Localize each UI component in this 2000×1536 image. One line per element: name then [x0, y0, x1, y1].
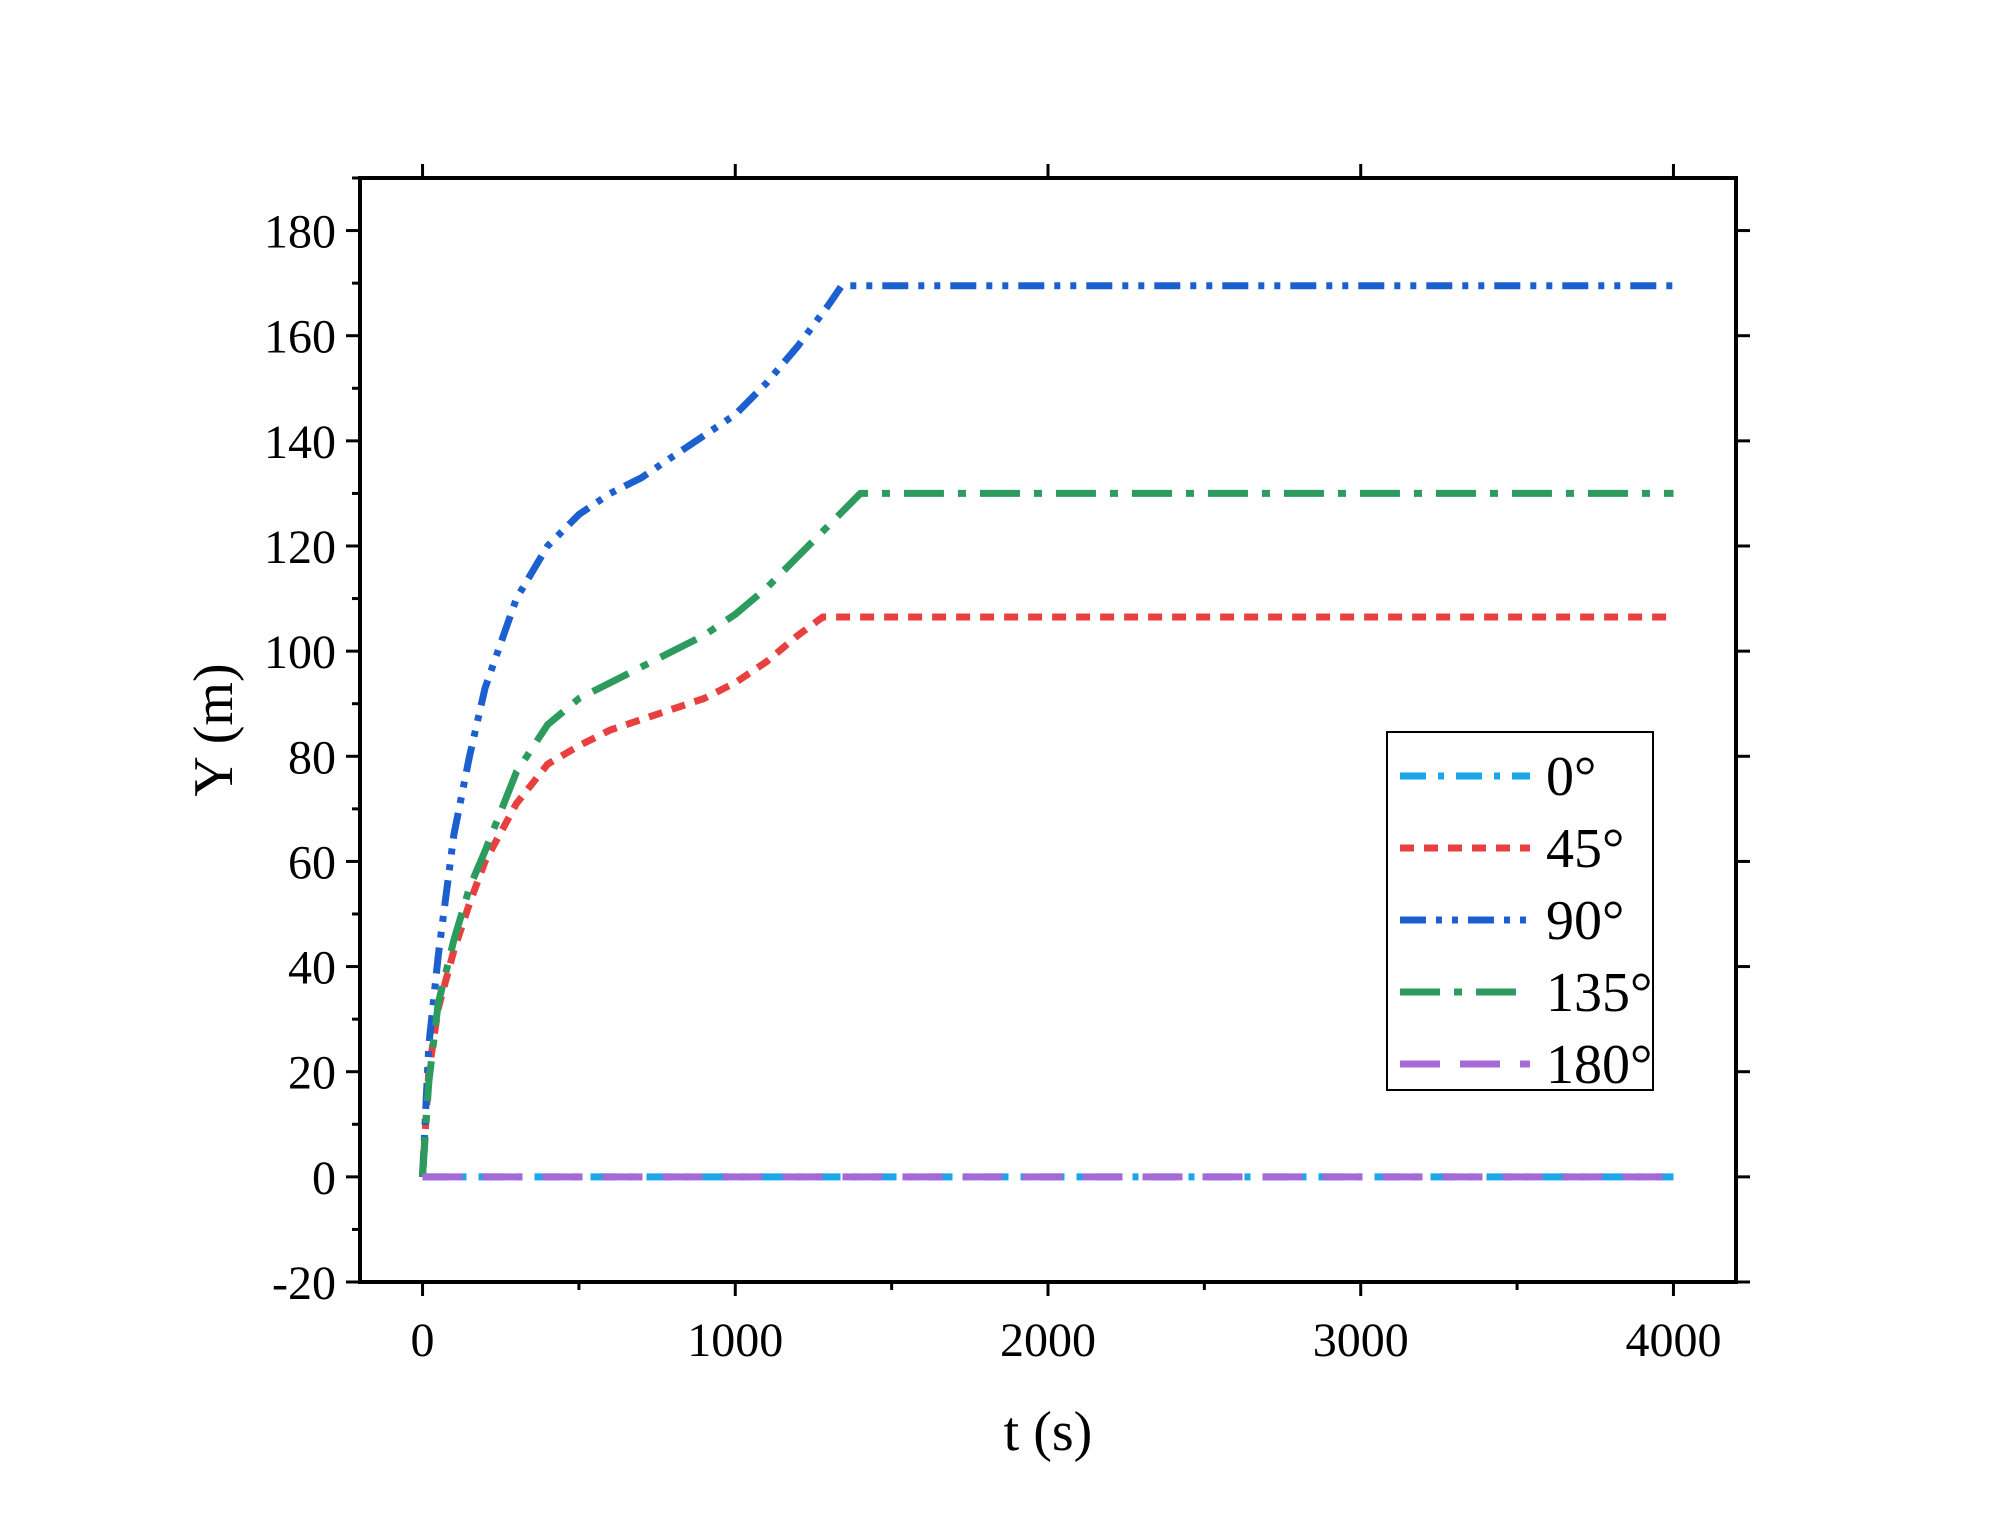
ticks-layer: 0 1000 2000 3000 4000 -20 0 20 40 60 80 100 120 140 16… [264, 164, 1750, 1367]
y-tick-label: 60 [288, 836, 336, 889]
legend-label-2: 90° [1546, 890, 1624, 952]
x-tick-label: 3000 [1313, 1314, 1409, 1367]
y-tick-label: 180 [264, 206, 336, 259]
legend: 0° 45° 90° 135° 180° [1386, 731, 1654, 1096]
y-axis-title: Y (m) [183, 663, 245, 796]
series-line-3 [419, 489, 1674, 1178]
y-tick-label: -20 [272, 1257, 336, 1310]
y-tick-label: 0 [312, 1152, 336, 1205]
series-layer [419, 282, 1674, 1181]
y-tick-label: 20 [288, 1047, 336, 1100]
x-tick-label: 1000 [687, 1314, 783, 1367]
y-tick-label: 100 [264, 626, 336, 679]
y-tick-label: 140 [264, 416, 336, 469]
x-tick-label: 4000 [1625, 1314, 1721, 1367]
x-tick-label: 0 [411, 1314, 435, 1367]
legend-label-0: 0° [1546, 746, 1596, 808]
legend-box [1386, 731, 1654, 1091]
series-line-2 [419, 282, 1674, 1178]
x-tick-label: 2000 [1000, 1314, 1096, 1367]
y-tick-label: 80 [288, 731, 336, 784]
y-tick-label: 120 [264, 521, 336, 574]
y-tick-label: 40 [288, 942, 336, 995]
y-tick-label: 160 [264, 311, 336, 364]
legend-label-1: 45° [1546, 818, 1624, 880]
legend-label-3: 135° [1546, 962, 1652, 1024]
series-line-1 [419, 613, 1674, 1178]
legend-label-4: 180° [1546, 1034, 1652, 1096]
plot-frame [358, 176, 1738, 1284]
x-axis-title: t (s) [1004, 1401, 1093, 1463]
